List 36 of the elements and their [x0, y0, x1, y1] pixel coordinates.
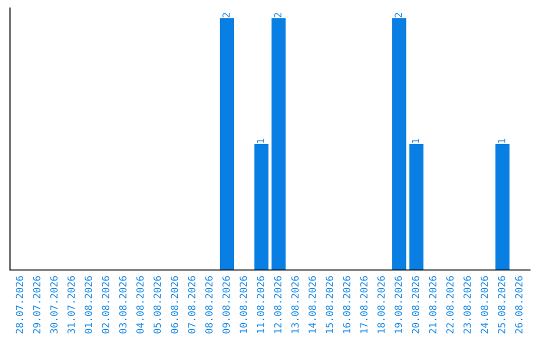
x-tick-label: 09.08.2026 — [222, 276, 230, 334]
x-tick-label: 24.08.2026 — [480, 276, 488, 334]
x-tick-label: 15.08.2026 — [326, 276, 334, 333]
x-tick-label: 10.08.2026 — [240, 276, 248, 333]
x-tick-label: 31.07.2026 — [67, 276, 75, 334]
x-tick-label: 17.08.2026 — [360, 276, 368, 333]
x-tick-label: 18.08.2026 — [377, 276, 385, 333]
x-tick-label: 05.08.2026 — [154, 276, 161, 334]
x-tick-label: 26.08.2026 — [515, 276, 523, 334]
data-label: 1 — [498, 138, 506, 143]
x-tick-label: 12.08.2026 — [274, 276, 282, 333]
data-label: 2 — [394, 13, 402, 18]
x-tick-label: 22.08.2026 — [446, 276, 454, 334]
x-tick-label: 04.08.2026 — [136, 276, 144, 334]
x-tick-label: 03.08.2026 — [119, 276, 126, 334]
x-tick-label: 23.08.2026 — [464, 276, 471, 334]
x-tick-label: 16.08.2026 — [342, 276, 350, 333]
data-label: 1 — [257, 138, 264, 143]
x-tick-label: 28.07.2026 — [16, 276, 24, 334]
x-tick-label: 21.08.2026 — [429, 276, 436, 334]
x-tick-label: 25.08.2026 — [498, 276, 506, 334]
x-tick-label: 14.08.2026 — [308, 276, 316, 333]
x-tick-label: 06.08.2026 — [170, 276, 178, 334]
data-label: 1 — [412, 138, 420, 143]
x-tick-label: 19.08.2026 — [394, 276, 402, 333]
data-label: 2 — [274, 13, 282, 18]
x-tick-label: 20.08.2026 — [412, 276, 420, 334]
x-tick-label: 08.08.2026 — [205, 276, 213, 334]
data-label: 2 — [222, 13, 230, 18]
x-tick-label: 29.07.2026 — [33, 276, 40, 334]
x-tick-label: 13.08.2026 — [291, 276, 299, 333]
x-tick-label: 11.08.2026 — [256, 276, 264, 333]
x-tick-label: 07.08.2026 — [188, 276, 196, 334]
x-tick-label: 02.08.2026 — [102, 276, 110, 334]
x-tick-label: 01.08.2026 — [84, 276, 92, 334]
x-tick-label: 30.07.2026 — [50, 276, 58, 334]
